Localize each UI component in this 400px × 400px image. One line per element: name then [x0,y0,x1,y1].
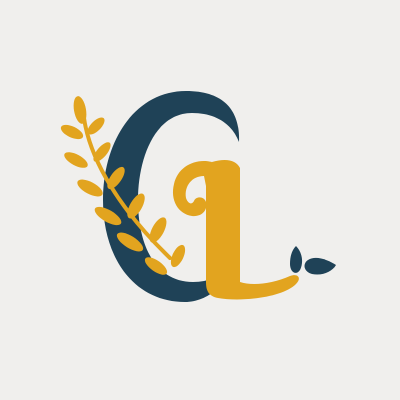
water-splash [290,246,336,275]
laurel-branch [60,96,186,275]
letter-l [172,160,299,300]
